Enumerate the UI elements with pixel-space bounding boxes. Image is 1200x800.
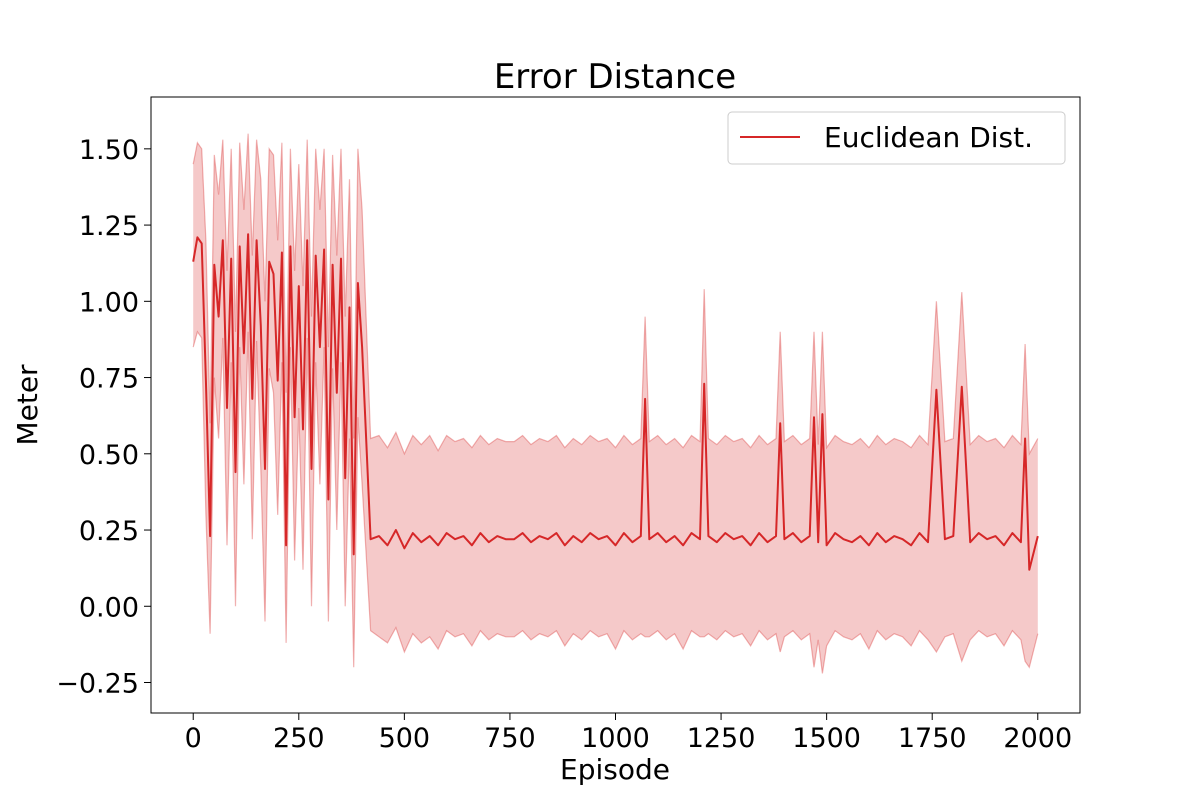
x-tick-label: 250 [273, 723, 325, 754]
x-tick-label: 1250 [687, 723, 756, 754]
plot-area [192, 133, 1039, 674]
x-tick-label: 500 [379, 723, 431, 754]
band-upper-edge [192, 133, 1039, 456]
y-tick-label: 0.00 [79, 592, 139, 623]
legend-label-euclidean: Euclidean Dist. [824, 121, 1033, 154]
y-tick-label: 0.75 [79, 364, 139, 395]
band-lower-edge [192, 330, 1039, 674]
chart-title: Error Distance [494, 57, 736, 97]
y-tick-label: 0.25 [79, 516, 139, 547]
y-axis-label: Meter [11, 364, 44, 446]
legend: Euclidean Dist. [727, 111, 1066, 165]
legend-box [727, 111, 1066, 165]
series-line-euclidean-dist [192, 233, 1039, 571]
y-tick-label: 1.00 [79, 287, 139, 318]
x-tick-label: 2000 [1003, 723, 1072, 754]
series-line-layer [192, 233, 1039, 571]
y-tick-label: 1.25 [79, 211, 139, 242]
x-tick-label: 1500 [792, 723, 861, 754]
y-tick-label: −0.25 [56, 669, 139, 700]
x-axis: 0 250 500 750 1000 1250 1500 1750 2000 [185, 713, 1072, 754]
x-axis-label: Episode [560, 753, 670, 786]
confidence-band [193, 133, 1038, 674]
x-tick-label: 1750 [898, 723, 967, 754]
x-tick-label: 750 [484, 723, 536, 754]
confidence-band-layer [192, 133, 1039, 674]
x-tick-label: 0 [185, 723, 202, 754]
x-tick-label: 1000 [581, 723, 650, 754]
y-tick-label: 1.50 [79, 135, 139, 166]
y-axis: −0.25 0.00 0.25 0.50 0.75 1.00 1.25 1.50 [56, 135, 151, 700]
y-tick-label: 0.50 [79, 440, 139, 471]
